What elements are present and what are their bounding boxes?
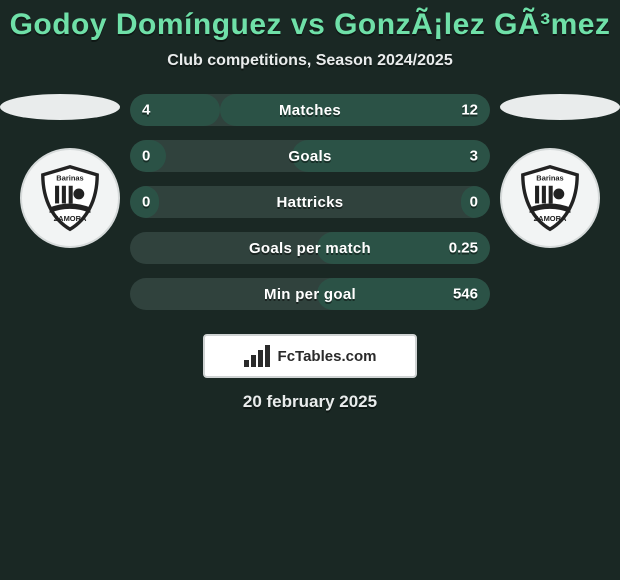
- stat-value-left: 0: [142, 194, 150, 211]
- left-player-marker: [0, 94, 120, 120]
- stat-row: 0 Hattricks 0: [130, 186, 490, 218]
- stat-row: Goals per match 0.25: [130, 232, 490, 264]
- footer-date: 20 february 2025: [0, 392, 620, 412]
- stat-value-right: 12: [461, 102, 478, 119]
- stat-fill-right: [220, 94, 490, 126]
- svg-text:ZAMORA: ZAMORA: [54, 214, 87, 223]
- stat-value-right: 3: [470, 148, 478, 165]
- stat-value-right: 0.25: [449, 240, 478, 257]
- right-player-marker: [500, 94, 620, 120]
- shield-icon: Barinas ZAMORA: [516, 164, 584, 232]
- stat-value-right: 0: [470, 194, 478, 211]
- subtitle: Club competitions, Season 2024/2025: [0, 52, 620, 70]
- page-title: Godoy Domínguez vs GonzÃ¡lez GÃ³mez: [0, 0, 620, 42]
- bar-chart-icon: [244, 345, 270, 367]
- stat-row: Min per goal 546: [130, 278, 490, 310]
- stat-rows: 4 Matches 12 0 Goals 3 0 Hattricks 0 Goals per ma…: [130, 94, 490, 310]
- svg-text:Barinas: Barinas: [56, 173, 83, 182]
- svg-text:ZAMORA: ZAMORA: [534, 214, 567, 223]
- stat-value-right: 546: [453, 286, 478, 303]
- brand-box: FcTables.com: [203, 334, 417, 378]
- stat-label: Matches: [279, 102, 341, 119]
- right-club-badge: Barinas ZAMORA: [500, 148, 600, 248]
- stat-label: Hattricks: [277, 194, 344, 211]
- stat-row: 4 Matches 12: [130, 94, 490, 126]
- comparison-panel: Barinas ZAMORA Barinas ZAMORA 4 Matches 12…: [0, 94, 620, 310]
- stat-label: Goals: [288, 148, 331, 165]
- stat-value-left: 0: [142, 148, 150, 165]
- stat-value-left: 4: [142, 102, 150, 119]
- shield-icon: Barinas ZAMORA: [36, 164, 104, 232]
- stat-label: Goals per match: [249, 240, 371, 257]
- svg-text:Barinas: Barinas: [536, 173, 563, 182]
- stat-label: Min per goal: [264, 286, 356, 303]
- brand-label: FcTables.com: [278, 348, 377, 365]
- stat-row: 0 Goals 3: [130, 140, 490, 172]
- left-club-badge: Barinas ZAMORA: [20, 148, 120, 248]
